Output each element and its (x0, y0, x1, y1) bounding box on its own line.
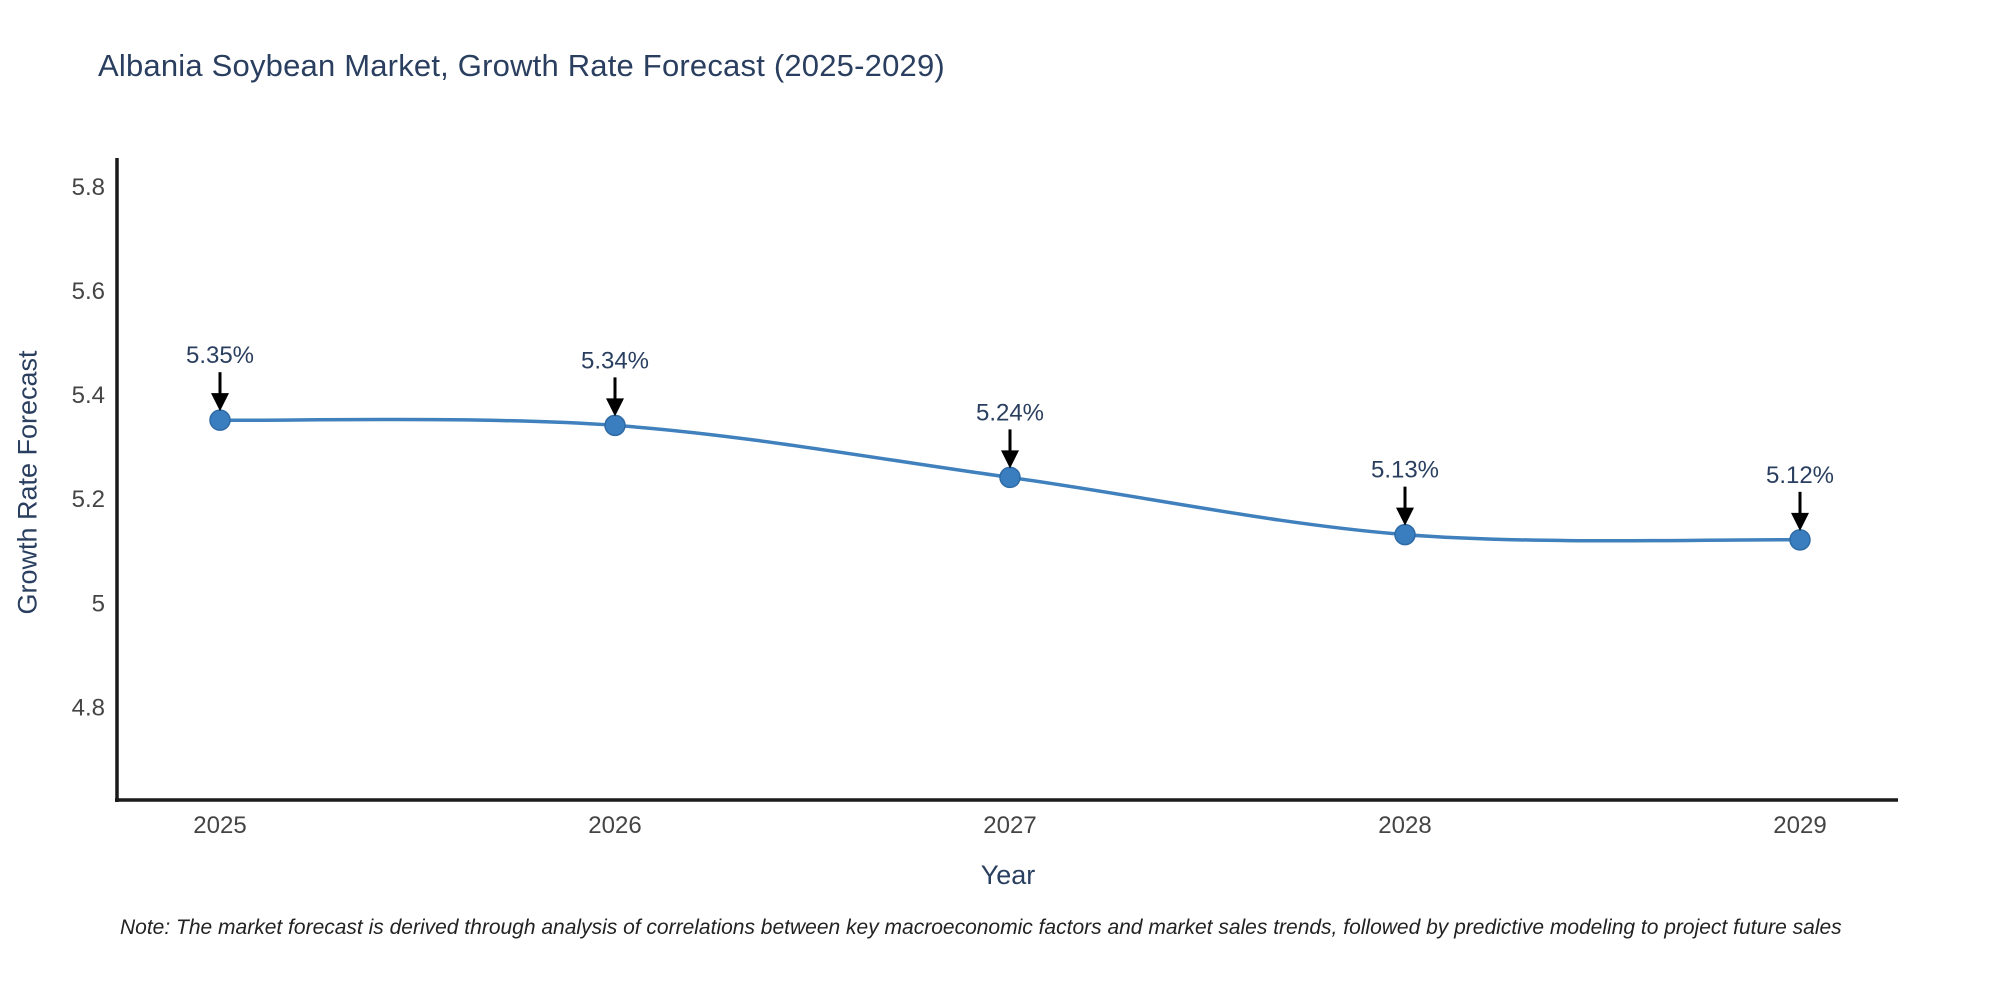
y-tick-label: 5.6 (72, 278, 105, 305)
y-tick-label: 5.8 (72, 174, 105, 201)
y-tick-label: 5.2 (72, 486, 105, 513)
data-point (209, 409, 231, 431)
point-value-label: 5.13% (1371, 457, 1439, 484)
data-point (1789, 529, 1811, 551)
chart-title: Albania Soybean Market, Growth Rate Fore… (98, 48, 945, 83)
data-point (604, 414, 626, 437)
y-tick-label: 5.4 (72, 382, 105, 409)
point-value-label: 5.34% (581, 347, 649, 374)
annotation-arrow-head (211, 393, 229, 412)
footnote: Note: The market forecast is derived thr… (120, 916, 1842, 939)
annotation-arrow-head (1791, 512, 1809, 531)
x-axis-title: Year (980, 860, 1036, 890)
y-tick-label: 5 (92, 590, 105, 617)
y-tick-label: 4.8 (72, 694, 105, 721)
x-tick-label: 2029 (1773, 812, 1826, 839)
annotation-arrow-head (606, 398, 624, 417)
point-value-label: 5.12% (1766, 462, 1834, 489)
x-tick-label: 2028 (1378, 812, 1431, 839)
x-tick-label: 2026 (588, 812, 641, 839)
annotation-arrow-head (1396, 507, 1414, 526)
data-point (999, 466, 1021, 489)
annotation-arrow-head (1001, 450, 1019, 469)
data-point (1394, 523, 1416, 546)
x-tick-label: 2025 (193, 812, 246, 839)
point-value-label: 5.35% (186, 342, 254, 369)
point-value-label: 5.24% (976, 399, 1044, 426)
y-axis-title: Growth Rate Forecast (12, 350, 43, 615)
x-tick-label: 2027 (983, 812, 1036, 839)
